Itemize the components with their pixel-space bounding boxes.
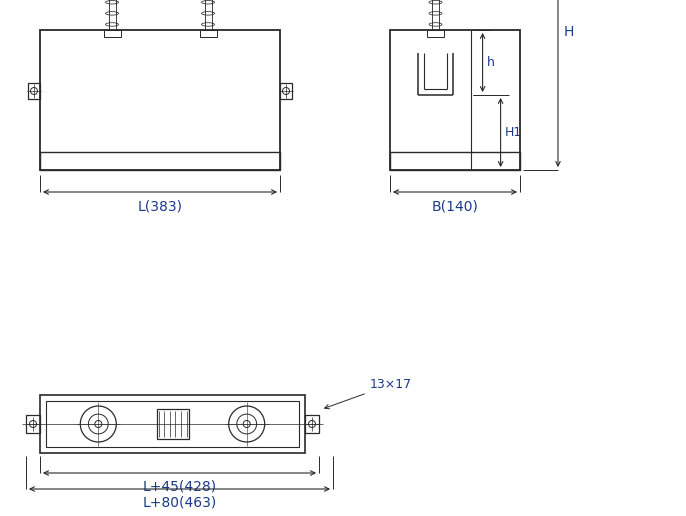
- Bar: [26, 415, 40, 433]
- Bar: [427, 30, 444, 37]
- Bar: [280, 83, 292, 99]
- Bar: [104, 30, 121, 37]
- Text: L+45(428): L+45(428): [143, 479, 217, 493]
- Bar: [390, 152, 520, 170]
- Bar: [28, 83, 40, 99]
- Bar: [40, 30, 280, 170]
- Bar: [305, 415, 319, 433]
- Bar: [390, 30, 520, 170]
- Text: L(383): L(383): [137, 200, 182, 214]
- Bar: [200, 30, 217, 37]
- Text: L+80(463): L+80(463): [143, 495, 217, 509]
- Bar: [46, 401, 299, 447]
- Text: h: h: [486, 56, 495, 69]
- Text: B(140): B(140): [431, 200, 478, 214]
- Text: H: H: [564, 25, 574, 39]
- Bar: [40, 152, 280, 170]
- Bar: [40, 395, 305, 453]
- Bar: [156, 409, 189, 439]
- Text: H1: H1: [505, 126, 522, 139]
- Text: 13×17: 13×17: [370, 379, 412, 392]
